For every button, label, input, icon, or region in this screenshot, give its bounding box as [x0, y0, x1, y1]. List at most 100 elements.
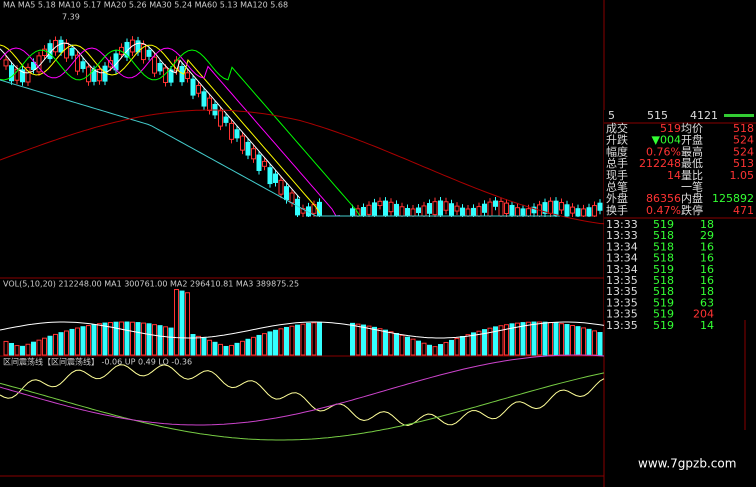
tick-volume: 16 [700, 274, 714, 287]
volume-bar [553, 322, 559, 356]
volume-bar [537, 321, 542, 356]
watermark: www.7gpzb.com [638, 457, 736, 471]
volume-bar [586, 328, 592, 356]
volume-bar [482, 329, 487, 356]
candle [570, 206, 575, 214]
volume-bar [438, 344, 443, 356]
candle [487, 201, 493, 217]
tick-price: 519 [653, 319, 674, 332]
candle [245, 141, 251, 156]
tick-volume: 29 [700, 229, 714, 242]
tick-time: 13:34 [606, 263, 638, 276]
tick-time: 13:34 [606, 240, 638, 253]
volume-bar [157, 325, 163, 356]
candle [20, 69, 25, 83]
volume-bar [130, 321, 135, 356]
tick-price: 519 [653, 308, 674, 321]
indicator-line [0, 354, 605, 426]
volume-bar [361, 324, 366, 356]
volume-bar [432, 346, 438, 356]
quote-label: 外盘 [606, 191, 628, 205]
volume-bar [350, 322, 355, 356]
volume-bar [251, 336, 256, 356]
volume-bar [504, 324, 509, 356]
candle [273, 173, 278, 183]
candle [361, 206, 366, 217]
volume-bar [69, 328, 75, 356]
ma-line [0, 79, 560, 217]
candle [42, 48, 47, 57]
volume-bar [58, 332, 64, 356]
candle [432, 201, 438, 216]
volume-bar [498, 325, 504, 356]
candle [416, 207, 421, 214]
candle [31, 61, 36, 71]
volume-bar [3, 340, 9, 356]
tick-volume: 16 [700, 263, 714, 276]
candle [526, 208, 531, 217]
volume-bar [262, 333, 267, 356]
volume-bar [86, 325, 91, 356]
tick-price: 519 [653, 263, 674, 276]
tick-time: 13:33 [606, 229, 638, 242]
tick-volume: 63 [700, 296, 714, 309]
candle [509, 204, 515, 217]
tick-volume: 204 [693, 308, 714, 321]
candle [58, 39, 64, 53]
volume-bar [91, 324, 97, 356]
candle [493, 200, 498, 207]
volume-bar [372, 326, 377, 356]
candle [372, 202, 377, 217]
volume-bar [190, 334, 196, 356]
volume-bar [163, 326, 168, 356]
candle [168, 69, 174, 83]
volume-bar [53, 333, 58, 356]
volume-bar [454, 337, 460, 356]
quote-label: 均价 [681, 122, 703, 135]
candle [531, 206, 537, 214]
volume-bar [306, 322, 311, 356]
volume-bar [526, 321, 531, 356]
volume-bar [64, 330, 69, 356]
volume-bar [31, 341, 36, 356]
volume-ma [0, 321, 605, 339]
volume-bar [383, 329, 388, 356]
quote-label: 量比 [681, 169, 703, 182]
volume-bar [234, 342, 240, 356]
volume-bar [267, 331, 273, 356]
tick-time: 13:35 [606, 319, 638, 332]
volume-bar [570, 324, 575, 356]
candle [86, 66, 91, 83]
volume-bar [212, 341, 218, 356]
tick-time: 13:34 [606, 252, 638, 265]
volume-bar [548, 322, 553, 356]
volume-bar [273, 329, 278, 356]
high-label: 7.39 [62, 13, 80, 22]
candle [256, 154, 262, 171]
volume-bar [592, 330, 597, 356]
candle [520, 208, 526, 217]
quote-label: 最低 [681, 157, 703, 170]
volume-bar [427, 344, 432, 356]
candle [421, 205, 427, 217]
volume-bar [185, 292, 190, 356]
candle [592, 205, 597, 217]
quote-value: 513 [733, 157, 754, 170]
candle [515, 207, 520, 217]
level-bar [724, 114, 754, 117]
volume-bar [300, 323, 306, 356]
candle [405, 208, 410, 217]
candle [278, 179, 284, 195]
volume-bar [515, 322, 520, 356]
volume-bar [256, 334, 262, 356]
candle [575, 208, 581, 217]
quote-value: 0.47% [646, 204, 681, 217]
panel-header: 5 [608, 109, 615, 122]
volume-bar [20, 345, 25, 356]
tick-price: 518 [653, 252, 674, 265]
candle [388, 201, 394, 213]
indicator-legend: 区间震荡线【区间震荡线】 -0.06 UP 0.49 LO -0.36 [3, 357, 192, 367]
volume-bar [14, 345, 20, 356]
volume-bar [509, 323, 515, 356]
volume-bar [278, 328, 284, 356]
